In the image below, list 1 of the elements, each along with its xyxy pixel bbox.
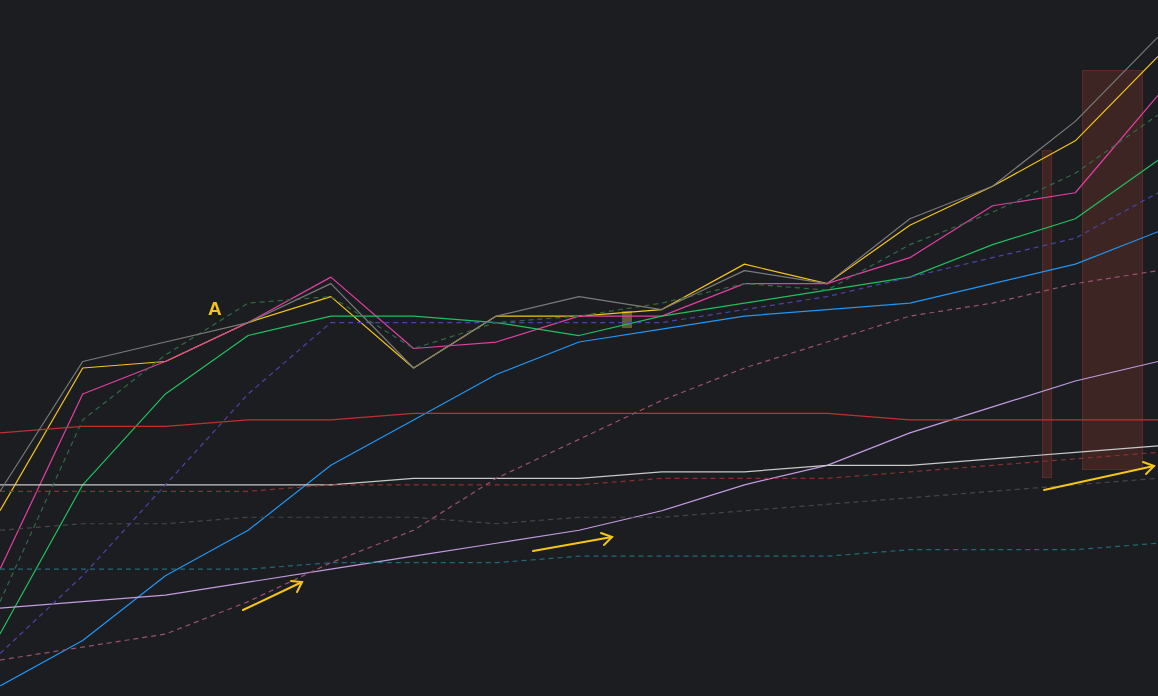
- annotation: A: [208, 298, 222, 320]
